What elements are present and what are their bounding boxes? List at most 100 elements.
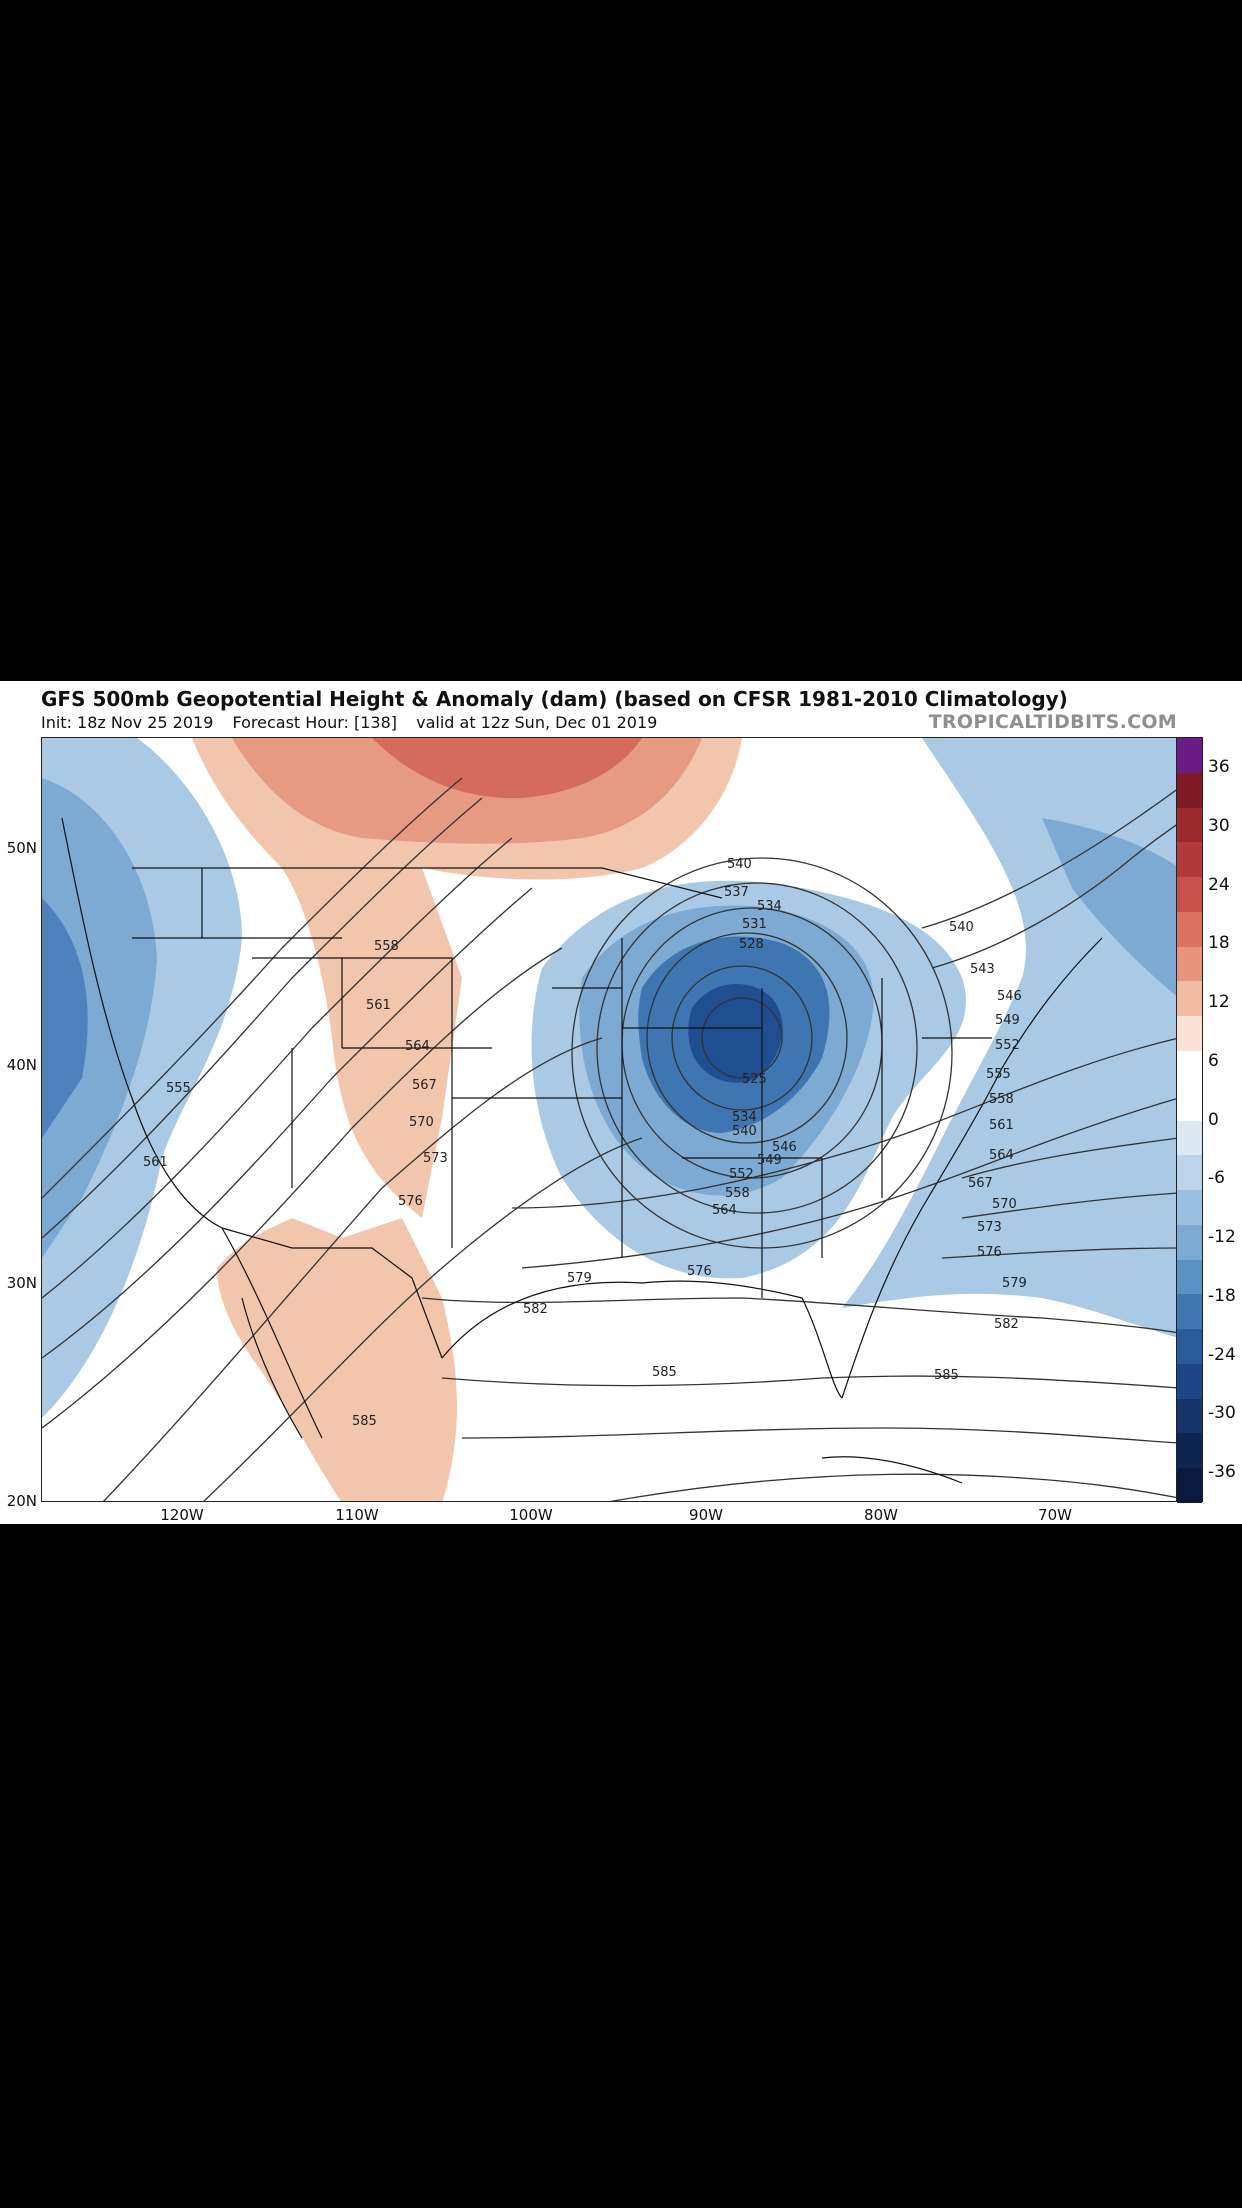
- contour-label: 585: [652, 1365, 677, 1380]
- contour-line: [921, 788, 1177, 929]
- brand-watermark: TROPICALTIDBITS.COM: [928, 711, 1177, 733]
- colorbar-segment: [1177, 946, 1202, 982]
- colorbar-segment: [1177, 1468, 1202, 1504]
- forecast-hour: Forecast Hour: [138]: [232, 713, 398, 732]
- colorbar-label: -6: [1208, 1168, 1225, 1189]
- atlantic-trough-mid: [1042, 818, 1177, 997]
- contour-label: 552: [995, 1038, 1020, 1053]
- contour-label: 561: [143, 1155, 168, 1170]
- colorbar-segment: [1177, 1398, 1202, 1434]
- lon-label-110w: 110W: [335, 1506, 379, 1524]
- lat-label-40n: 40N: [6, 1056, 37, 1074]
- contour-label: 564: [989, 1148, 1014, 1163]
- contour-label: 576: [398, 1194, 423, 1209]
- colorbar-segment: [1177, 807, 1202, 843]
- colorbar-label: -24: [1208, 1344, 1236, 1365]
- contour-label: 561: [366, 998, 391, 1013]
- us-canada-border: [132, 867, 723, 899]
- map-title: GFS 500mb Geopotential Height & Anomaly …: [41, 687, 1068, 711]
- contour-label: 528: [739, 937, 764, 952]
- colorbar-segment: [1177, 1224, 1202, 1261]
- contour-line: [421, 1297, 1177, 1334]
- contour-label: 576: [977, 1245, 1002, 1260]
- contour-label: 534: [757, 899, 782, 914]
- state-lines: [132, 868, 992, 1298]
- contour-label: 540: [732, 1124, 757, 1139]
- contour-label: 555: [166, 1081, 191, 1096]
- colorbar-label: 12: [1208, 992, 1230, 1012]
- contour-label: 534: [732, 1110, 757, 1125]
- contour-label: 570: [409, 1115, 434, 1130]
- contour-label: 576: [687, 1264, 712, 1279]
- lon-label-90w: 90W: [689, 1506, 723, 1524]
- contour-ring: [596, 882, 918, 1214]
- contour-label: 540: [949, 920, 974, 935]
- lat-label-50n: 50N: [6, 839, 37, 857]
- colorbar-segment: [1177, 1155, 1202, 1191]
- contour-label: 546: [772, 1140, 797, 1155]
- colorbar-label: 0: [1208, 1109, 1219, 1130]
- anomaly-map: 534 537 540 531 528 525 534 540 546 549 …: [42, 738, 1177, 1501]
- contour-ring: [701, 997, 783, 1079]
- contour-label: 549: [757, 1153, 782, 1168]
- lon-label-70w: 70W: [1038, 1506, 1072, 1524]
- contour-label: 537: [724, 885, 749, 900]
- west-coast: [61, 817, 323, 1439]
- contour-labels: 534 537 540 531 528 525 534 540 546 549 …: [143, 857, 1027, 1429]
- contour-label: 549: [995, 1013, 1020, 1028]
- colorbar-segment: [1177, 1433, 1202, 1469]
- colorbar-label: -30: [1208, 1403, 1236, 1424]
- contour-label: 564: [405, 1039, 430, 1054]
- contour-label: 558: [374, 939, 399, 954]
- contour-line: [461, 1427, 1177, 1444]
- colorbar-segment: [1177, 738, 1202, 774]
- contour-label: 558: [725, 1186, 750, 1201]
- colorbar-segment: [1177, 1085, 1202, 1121]
- contour-label: 579: [567, 1271, 592, 1286]
- colorbar-segment: [1177, 1363, 1202, 1400]
- contour-label: 567: [968, 1176, 993, 1191]
- us-mexico-border: [221, 1227, 443, 1359]
- contour-line: [961, 1137, 1177, 1179]
- contour-label: 573: [423, 1151, 448, 1166]
- colorbar-segment: [1177, 772, 1202, 809]
- contour-label: 582: [994, 1317, 1019, 1332]
- contour-line: [961, 1192, 1177, 1219]
- contour-line: [521, 1097, 1177, 1269]
- colorbar-label: -12: [1208, 1227, 1236, 1247]
- init-time: Init: 18z Nov 25 2019: [41, 713, 214, 732]
- contour-line: [511, 1037, 1177, 1209]
- contour-line: [609, 1473, 1177, 1501]
- contour-line: [102, 1037, 603, 1501]
- lon-label-100w: 100W: [509, 1506, 553, 1524]
- colorbar-label: 36: [1208, 757, 1230, 777]
- map-subtitle: Init: 18z Nov 25 2019 Forecast Hour: [13…: [41, 713, 671, 732]
- north-ridge-dark: [372, 738, 642, 799]
- contour-label: 552: [729, 1167, 754, 1182]
- contour-label: 555: [986, 1067, 1011, 1082]
- colorbar-segment: [1177, 877, 1202, 913]
- contour-label: 543: [970, 962, 995, 977]
- contour-label: 570: [992, 1197, 1017, 1212]
- colorbar-segment: [1177, 981, 1202, 1017]
- contour-label: 540: [727, 857, 752, 872]
- southwest-warm: [217, 1218, 457, 1501]
- colorbar-label: -18: [1208, 1285, 1236, 1306]
- east-trough-core: [688, 984, 783, 1083]
- west-trough-deep: [42, 898, 88, 1138]
- contour-label: 546: [997, 989, 1022, 1004]
- cuba: [821, 1456, 963, 1484]
- contour-label: 525: [742, 1072, 767, 1087]
- contour-label: 573: [977, 1220, 1002, 1235]
- colorbar-label: 6: [1208, 1050, 1219, 1071]
- colorbar-segment: [1177, 842, 1202, 878]
- forecast-map-panel: GFS 500mb Geopotential Height & Anomaly …: [0, 681, 1242, 1524]
- contour-label: 564: [712, 1203, 737, 1218]
- contour-line: [42, 797, 483, 1239]
- colorbar-segment: [1177, 911, 1202, 948]
- map-area: 534 537 540 531 528 525 534 540 546 549 …: [41, 737, 1178, 1502]
- lon-label-120w: 120W: [160, 1506, 204, 1524]
- contour-line: [441, 1375, 1177, 1389]
- lon-label-80w: 80W: [864, 1506, 898, 1524]
- contour-label: 531: [742, 917, 767, 932]
